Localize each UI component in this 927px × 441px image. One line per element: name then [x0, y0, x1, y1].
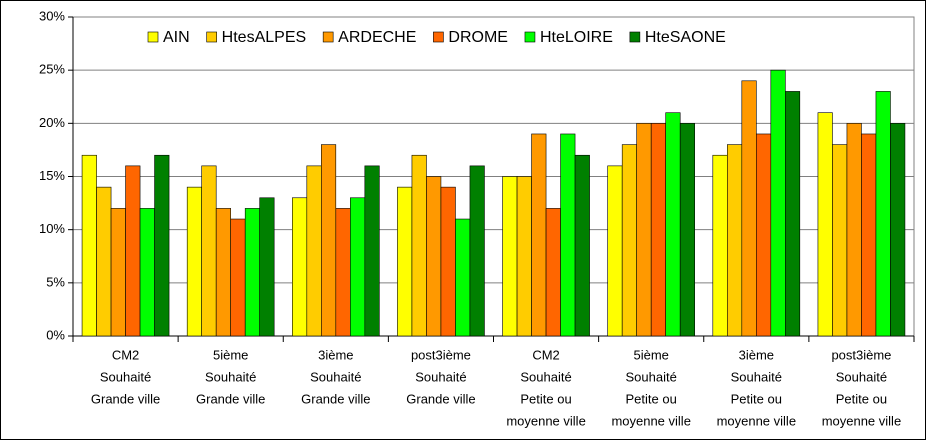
x-tick-label: 3ième: [318, 347, 353, 362]
bar: [125, 165, 141, 337]
bar: [636, 123, 652, 337]
bar: [621, 144, 637, 337]
legend-label: AIN: [163, 29, 190, 46]
x-tick-label: post3ième: [411, 347, 471, 362]
x-tick-label: Souhaité: [520, 369, 571, 384]
legend-label: HteLOIRE: [540, 29, 613, 46]
x-tick-label: Grande ville: [406, 391, 475, 406]
bar: [679, 123, 695, 337]
bar: [426, 176, 442, 337]
x-tick-label: moyenne ville: [717, 413, 797, 428]
bar: [516, 176, 532, 337]
bar: [650, 123, 666, 337]
bar: [335, 208, 351, 337]
bar: [350, 197, 366, 337]
x-tick-label: Grande ville: [196, 391, 265, 406]
x-tick-label: Petite ou: [731, 391, 782, 406]
bar: [502, 176, 518, 337]
bar: [397, 186, 413, 337]
x-tick-label: Grande ville: [91, 391, 160, 406]
bar: [81, 154, 97, 337]
legend-swatch: [322, 31, 334, 43]
legend-swatch: [206, 31, 217, 43]
legend-swatch: [524, 31, 536, 43]
x-tick-label: Souhaité: [205, 369, 256, 384]
bar: [154, 154, 170, 337]
y-tick-label: 30%: [39, 8, 65, 23]
x-tick-label: Petite ou: [836, 391, 887, 406]
bar: [890, 123, 906, 337]
bar: [545, 208, 561, 337]
x-tick-label: Souhaité: [836, 369, 887, 384]
x-tick-label: moyenne ville: [611, 413, 691, 428]
bar: [96, 186, 112, 337]
x-tick-label: post3ième: [831, 347, 891, 362]
bar: [817, 112, 833, 337]
bar: [741, 80, 757, 337]
y-tick-label: 15%: [39, 168, 65, 183]
bar: [139, 208, 155, 337]
x-tick-label: Souhaité: [310, 369, 361, 384]
x-tick-label: Souhaité: [415, 369, 466, 384]
bar: [846, 123, 862, 337]
y-tick-label: 20%: [39, 115, 65, 130]
bar: [306, 165, 322, 337]
bar: [574, 154, 590, 337]
bar: [785, 91, 801, 337]
x-tick-label: 5ième: [213, 347, 248, 362]
bar: [364, 165, 380, 337]
legend-swatch: [433, 31, 444, 43]
x-tick-label: CM2: [532, 347, 559, 362]
x-tick-label: Souhaité: [731, 369, 782, 384]
x-tick-label: Souhaité: [100, 369, 151, 384]
bar: [770, 69, 786, 337]
bar: [321, 144, 337, 337]
legend-label: HtesALPES: [222, 29, 306, 46]
bar: [455, 218, 471, 337]
x-tick-label: Petite ou: [520, 391, 571, 406]
bar: [832, 144, 848, 337]
x-tick-label: Petite ou: [626, 391, 677, 406]
x-tick-label: CM2: [112, 347, 139, 362]
bar: [861, 133, 877, 337]
bar: [244, 208, 260, 337]
x-tick-label: moyenne ville: [506, 413, 586, 428]
bar: [531, 133, 547, 337]
bar: [560, 133, 576, 337]
legend-label: ARDECHE: [338, 29, 416, 46]
x-tick-label: Souhaité: [626, 369, 677, 384]
legend-label: HteSAONE: [645, 29, 726, 46]
x-tick-label: 3ième: [739, 347, 774, 362]
legend-label: DROME: [448, 29, 508, 46]
x-tick-label: 5ième: [633, 347, 668, 362]
bar: [215, 208, 231, 337]
bar: [110, 208, 126, 337]
bar: [411, 154, 427, 337]
bar: [186, 186, 202, 337]
bar: [469, 165, 485, 337]
bar: [756, 133, 772, 337]
bar: [665, 112, 681, 337]
y-tick-label: 10%: [39, 221, 65, 236]
bar: [607, 165, 623, 337]
y-tick-label: 0%: [46, 327, 65, 342]
bar: [712, 154, 728, 337]
bar: [727, 144, 743, 337]
bar: [440, 186, 456, 337]
bar: [292, 197, 308, 337]
bar: [201, 165, 217, 337]
legend-box: [206, 22, 821, 52]
legend-swatch: [147, 31, 159, 43]
y-tick-label: 5%: [46, 274, 65, 289]
legend-swatch: [629, 31, 641, 43]
bar: [259, 197, 275, 337]
x-tick-label: moyenne ville: [822, 413, 902, 428]
x-tick-label: Grande ville: [301, 391, 370, 406]
bar: [875, 91, 891, 337]
bar: [230, 218, 246, 337]
y-tick-label: 25%: [39, 62, 65, 77]
